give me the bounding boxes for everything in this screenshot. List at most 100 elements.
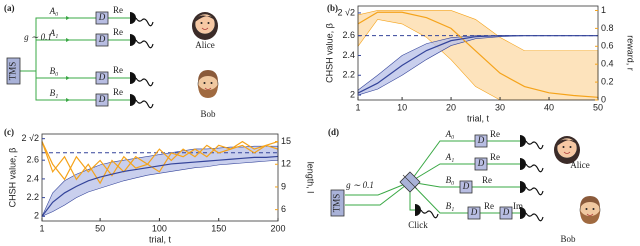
displacement-box (95, 33, 109, 47)
displacement-label: D (98, 34, 106, 44)
y-tick-label: 2 (34, 211, 39, 221)
x-axis-label: trial, t (467, 113, 490, 123)
series-line (357, 35, 598, 94)
x-tick-label: 10 (397, 102, 407, 112)
series-line (41, 141, 279, 185)
plot-frame (357, 5, 599, 101)
detector-wire (420, 209, 439, 219)
displacement-label: D (98, 12, 106, 22)
hair (580, 196, 600, 208)
quadrature-label: Re (113, 27, 123, 37)
mouth (204, 87, 212, 90)
eye (585, 208, 588, 210)
arrow (66, 76, 70, 80)
y2-tick-label: 0.6 (601, 41, 614, 51)
displacement-box (95, 11, 109, 25)
detector (415, 204, 421, 216)
detector (130, 12, 136, 24)
detector-wire (525, 140, 544, 150)
quadrature-label: Im (513, 201, 523, 211)
series-line (41, 140, 279, 181)
mode-label: B₁ (50, 88, 59, 98)
panel-label: (b) (327, 3, 338, 13)
displacement-label: D (98, 72, 106, 82)
series-line (41, 155, 279, 217)
detector (520, 207, 526, 219)
eye (569, 146, 572, 148)
y2-tick-label: 0.4 (601, 59, 614, 69)
detector (520, 181, 526, 193)
arrow (66, 98, 70, 102)
mouth (563, 151, 571, 154)
y2-tick-label: 1 (601, 5, 606, 15)
mouth (201, 27, 209, 30)
party-label: Alice (195, 40, 215, 50)
mode-label: B₀ (50, 66, 59, 76)
mouth (586, 213, 594, 216)
eye (592, 208, 595, 210)
displacement-box (95, 93, 109, 107)
eye (200, 22, 203, 24)
y-tick-label: 2.4 (342, 50, 355, 60)
beard (580, 210, 600, 224)
detector-wire (135, 17, 154, 27)
source-label: TMS (332, 194, 342, 213)
x-tick-label: 1 (39, 223, 44, 233)
displacement-box (499, 206, 513, 220)
detector (130, 94, 136, 106)
y2-tick-label: 0.2 (601, 76, 614, 86)
party-label: Bob (560, 234, 576, 244)
y-tick-label: 2 (350, 89, 355, 99)
arrow (66, 38, 70, 42)
optical-path (409, 163, 520, 183)
x-axis-label: trial, t (149, 234, 172, 244)
gain-label: g ∼ 0.1 (24, 32, 52, 42)
optical-path (345, 181, 411, 206)
confidence-band (357, 10, 599, 101)
face (556, 137, 578, 159)
eye (210, 82, 213, 84)
detector (130, 72, 136, 84)
gain-label: g ∼ 0.1 (346, 180, 374, 190)
x-tick-label: 1 (355, 102, 360, 112)
detector (520, 135, 526, 147)
source-box (330, 189, 345, 217)
fringe (195, 15, 215, 22)
detector (520, 158, 526, 170)
y2-tick-label: 0.8 (601, 23, 614, 33)
eye (562, 146, 565, 148)
fringe (557, 139, 577, 146)
y2-tick-label: 6 (281, 204, 286, 214)
optical-path (409, 181, 520, 188)
displacement-label: D (477, 135, 485, 145)
displacement-box (474, 134, 488, 148)
displacement-box (95, 71, 109, 85)
quadrature-label: Re (490, 129, 500, 139)
optical-path (345, 181, 411, 196)
y2-tick-label: 15 (281, 136, 291, 146)
source-box (6, 57, 21, 85)
detector-wire (525, 212, 544, 222)
y-tick-label: 2.6 (342, 30, 355, 40)
x-tick-label: 100 (152, 223, 167, 233)
eye (207, 22, 210, 24)
confidence-band (41, 145, 279, 217)
y2-tick-label: 12 (281, 159, 291, 169)
optical-path (409, 140, 520, 183)
displacement-label: D (502, 207, 510, 217)
displacement-label: D (470, 207, 478, 217)
x-tick-label: 50 (593, 102, 603, 112)
y2-axis-label: length, l (306, 162, 316, 194)
source-label: TMS (8, 62, 18, 81)
displacement-label: D (477, 158, 485, 168)
quadrature-label: Re (113, 65, 123, 75)
displacement-label: D (98, 94, 106, 104)
click-label: Click (408, 220, 428, 230)
detector-wire (135, 77, 154, 87)
displacement-label: D (462, 181, 470, 191)
y2-axis-label: reward, r (626, 35, 636, 71)
x-tick-label: 30 (495, 102, 505, 112)
y-tick-label: 2.2 (342, 70, 355, 80)
